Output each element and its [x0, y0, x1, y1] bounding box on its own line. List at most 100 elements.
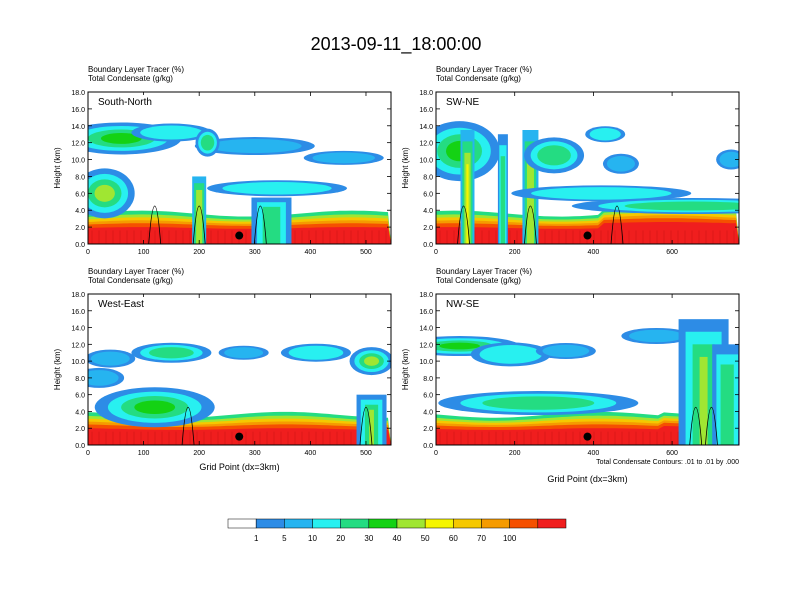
y-tick-label: 16.0 — [419, 107, 433, 114]
y-tick-label: 4.0 — [75, 208, 85, 215]
colorbar-swatch — [396, 518, 426, 529]
y-tick-label: 8.0 — [75, 174, 85, 181]
panels: 0.0 2.0 4.0 6.0 8.0 10.0 12.0 14.0 16.0 18.0 0 100 2… — [53, 65, 740, 484]
location-marker — [583, 231, 592, 240]
contour-note: Total Condensate Contours: .01 to .01 by… — [596, 459, 739, 466]
cloud-feature — [439, 342, 481, 350]
colorbar-swatch — [509, 518, 539, 529]
plot-frame — [87, 293, 392, 446]
cloud-feature — [624, 201, 739, 211]
x-tick-label: 200 — [509, 249, 521, 256]
cloud-feature — [200, 134, 215, 151]
colorbar-label: 1 — [254, 534, 259, 543]
y-axis-label: Height (km) — [401, 348, 410, 390]
y-tick-label: 12.0 — [71, 342, 85, 349]
panel-label-box — [441, 297, 479, 311]
y-tick-label: 12.0 — [419, 141, 433, 148]
y-tick-label: 18.0 — [419, 90, 433, 97]
x-tick-label: 300 — [249, 450, 261, 457]
cloud-feature — [482, 396, 595, 410]
cloud-feature — [531, 187, 672, 200]
colorbar-swatch — [284, 518, 313, 529]
panel-label-box — [93, 297, 154, 311]
y-tick-label: 14.0 — [71, 326, 85, 333]
x-axis-label: Grid Point (dx=3km) — [547, 474, 627, 484]
cloud-feature — [134, 400, 176, 415]
colorbar-swatch — [481, 518, 510, 529]
colorbar-label: 50 — [421, 534, 430, 543]
cloud-feature — [719, 151, 739, 168]
x-tick-label: 100 — [138, 249, 150, 256]
y-tick-label: 12.0 — [71, 141, 85, 148]
y-axis-label: Height (km) — [53, 348, 62, 390]
colorbar: 1 5 10 20 30 40 50 60 70 100 — [227, 518, 567, 543]
x-tick-label: 0 — [86, 450, 90, 457]
colorbar-swatch — [453, 518, 482, 529]
cloud-feature — [224, 347, 264, 359]
panel-header-line1: Boundary Layer Tracer (%) — [88, 65, 184, 74]
panel-header-line1: Boundary Layer Tracer (%) — [88, 267, 184, 276]
panel-south-north: 0.0 2.0 4.0 6.0 8.0 10.0 12.0 14.0 16.0 18.0 0 100 2… — [53, 65, 392, 256]
location-marker — [583, 432, 592, 441]
x-tick-label: 200 — [193, 450, 205, 457]
colorbar-label: 40 — [393, 534, 402, 543]
y-tick-label: 18.0 — [419, 292, 433, 299]
panel-label-box — [441, 95, 479, 109]
y-tick-label: 16.0 — [419, 309, 433, 316]
y-tick-label: 0.0 — [423, 443, 433, 450]
cloud-feature — [90, 351, 130, 366]
y-tick-label: 6.0 — [75, 393, 85, 400]
panel-header-line2: Total Condensate (g/kg) — [88, 74, 173, 83]
x-tick-label: 400 — [305, 450, 317, 457]
contour-line — [689, 407, 703, 445]
colorbar-label: 5 — [282, 534, 287, 543]
panel-header-line2: Total Condensate (g/kg) — [436, 74, 521, 83]
figure-title: 2013-09-11_18:00:00 — [311, 34, 482, 55]
colorbar-swatch — [424, 518, 454, 529]
x-tick-label: 300 — [249, 249, 261, 256]
y-tick-label: 8.0 — [75, 376, 85, 383]
colorbar-swatch — [368, 518, 398, 529]
colorbar-label: 30 — [364, 534, 373, 543]
panel-west-east: 0.0 2.0 4.0 6.0 8.0 10.0 12.0 14.0 16.0 18.0 0 100 2… — [53, 267, 392, 472]
panel-label: West-East — [98, 299, 144, 310]
contour-line — [359, 407, 373, 445]
y-tick-label: 2.0 — [423, 225, 433, 232]
contour-line — [705, 407, 718, 445]
colorbar-label: 70 — [477, 534, 486, 543]
location-marker — [235, 432, 244, 441]
panel-label: South-North — [98, 97, 152, 108]
cloud-feature — [207, 139, 302, 154]
condensate-contours — [181, 407, 373, 445]
y-tick-label: 12.0 — [419, 342, 433, 349]
contour-line — [524, 205, 537, 244]
y-tick-label: 10.0 — [71, 158, 85, 165]
cloud-feature — [94, 184, 115, 202]
cloud-feature — [606, 155, 635, 172]
x-tick-label: 400 — [588, 450, 600, 457]
y-tick-label: 2.0 — [75, 426, 85, 433]
y-tick-label: 10.0 — [71, 359, 85, 366]
x-tick-label: 200 — [193, 249, 205, 256]
colorbar-swatch — [340, 518, 370, 529]
y-tick-label: 10.0 — [419, 359, 433, 366]
y-tick-label: 14.0 — [419, 124, 433, 131]
plot-frame — [435, 293, 740, 446]
x-tick-label: 0 — [434, 450, 438, 457]
y-tick-label: 10.0 — [419, 158, 433, 165]
convective-column — [262, 206, 281, 244]
x-tick-label: 500 — [360, 450, 372, 457]
y-tick-label: 4.0 — [75, 409, 85, 416]
x-tick-label: 200 — [509, 450, 521, 457]
y-tick-label: 14.0 — [71, 124, 85, 131]
colorbar-swatch — [227, 518, 257, 529]
y-axis-label: Height (km) — [401, 147, 410, 189]
convective-column — [500, 156, 506, 244]
panel-label: NW-SE — [446, 299, 479, 310]
colorbar-label: 60 — [449, 534, 458, 543]
plot-frame — [87, 91, 392, 245]
cloud-feature — [312, 152, 375, 164]
x-tick-label: 400 — [305, 249, 317, 256]
contour-line — [253, 205, 267, 244]
x-tick-label: 0 — [434, 249, 438, 256]
